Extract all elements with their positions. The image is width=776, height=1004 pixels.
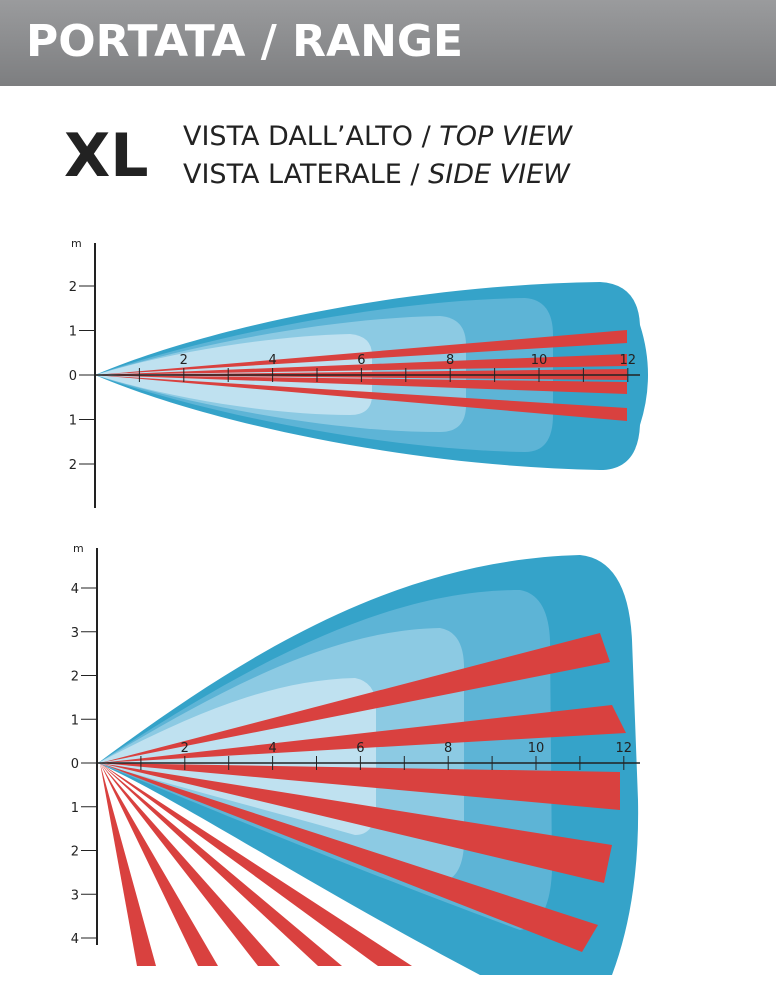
x-tick-label: 12 [620,353,637,368]
top-coverage [95,282,648,470]
header-band [0,0,776,86]
y-tick-label: 2 [69,458,77,473]
y-tick-label: 2 [71,845,79,860]
x-tick-label: 2 [181,741,189,756]
y-tick-label: 2 [71,670,79,685]
x-tick-label: 4 [268,353,276,368]
x-tick-label: 8 [444,741,452,756]
y-tick-label: 0 [71,757,79,772]
y-tick-label: 4 [71,582,79,597]
y-tick-label: 1 [71,801,79,816]
view-label: VISTA LATERALE / SIDE VIEW [183,159,571,190]
y-tick-label: 3 [71,626,79,641]
y-tick-label: 3 [71,888,79,903]
y-tick-label: 1 [69,325,77,340]
x-tick-label: 10 [531,353,548,368]
header-title: PORTATA / RANGE [26,16,463,67]
x-tick-label: 2 [180,353,188,368]
y-tick-label: 2 [69,280,77,295]
y-tick-label: 1 [71,713,79,728]
view-label-italic: TOP VIEW [439,121,573,152]
x-tick-label: 10 [528,741,545,756]
view-label: VISTA DALL’ALTO / TOP VIEW [183,121,573,152]
x-tick-label: 4 [268,741,276,756]
x-tick-label: 6 [356,741,364,756]
y-tick-label: 4 [71,932,79,947]
view-label-italic: SIDE VIEW [428,159,571,190]
x-tick-label: 6 [357,353,365,368]
model-name: XL [64,121,149,191]
view-label-text: VISTA DALL’ALTO / [183,121,439,152]
y-tick-label: 0 [69,369,77,384]
x-tick-label: 12 [616,741,633,756]
axis-unit: m [71,237,82,250]
axis-unit: m [73,542,84,555]
side-coverage [98,555,639,975]
y-tick-label: 1 [69,414,77,429]
x-tick-label: 8 [446,353,454,368]
view-label-text: VISTA LATERALE / [183,159,428,190]
